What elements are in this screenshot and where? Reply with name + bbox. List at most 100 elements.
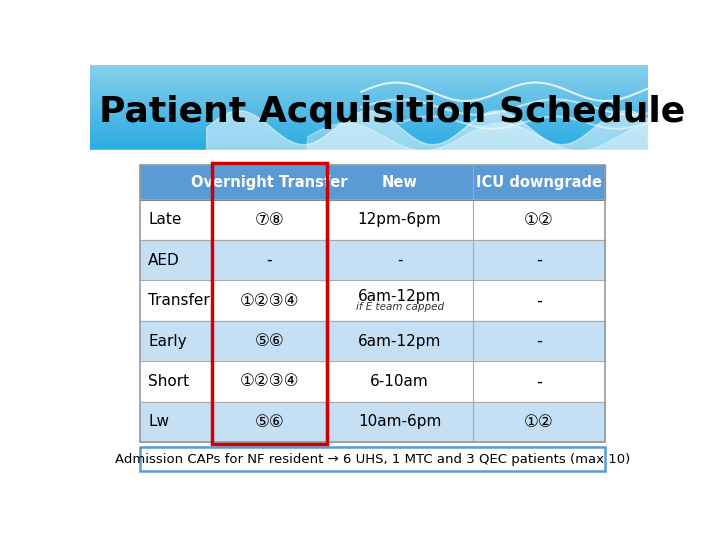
Bar <box>212 321 326 361</box>
Bar <box>90 138 648 140</box>
Bar <box>326 361 473 402</box>
Text: 12pm-6pm: 12pm-6pm <box>358 212 441 227</box>
Bar <box>326 402 473 442</box>
Bar <box>90 103 648 105</box>
Bar <box>90 122 648 123</box>
Bar <box>212 165 326 200</box>
Bar <box>90 75 648 76</box>
Bar <box>90 71 648 73</box>
Bar <box>90 69 648 71</box>
Bar <box>90 110 648 112</box>
Bar <box>473 240 606 280</box>
Text: -: - <box>397 253 402 268</box>
Bar <box>90 111 648 113</box>
Bar <box>212 164 327 444</box>
Bar <box>473 321 606 361</box>
Text: ⑤⑥: ⑤⑥ <box>255 413 284 431</box>
Bar <box>90 144 648 146</box>
Text: -: - <box>536 373 542 390</box>
Bar <box>212 240 326 280</box>
Bar <box>90 70 648 72</box>
Bar <box>90 117 648 119</box>
Bar <box>90 123 648 125</box>
Text: ①②: ①② <box>524 413 554 431</box>
Bar <box>90 134 648 136</box>
Text: -: - <box>536 332 542 350</box>
Bar <box>326 280 473 321</box>
Bar <box>90 120 648 122</box>
Bar <box>90 82 648 83</box>
Bar <box>90 113 648 114</box>
Bar <box>90 79 648 80</box>
Bar <box>140 165 212 200</box>
Text: 10am-6pm: 10am-6pm <box>358 414 441 429</box>
Bar <box>90 93 648 94</box>
Text: ICU downgrade: ICU downgrade <box>476 175 602 190</box>
Bar <box>90 66 648 68</box>
Bar <box>212 402 326 442</box>
Bar <box>90 131 648 133</box>
Bar <box>90 143 648 145</box>
Text: Admission CAPs for NF resident → 6 UHS, 1 MTC and 3 QEC patients (max 10): Admission CAPs for NF resident → 6 UHS, … <box>115 453 631 465</box>
Bar <box>326 321 473 361</box>
Bar <box>90 64 648 66</box>
Text: New: New <box>382 175 418 190</box>
Text: Transfer: Transfer <box>148 293 210 308</box>
Text: Patient Acquisition Schedule: Patient Acquisition Schedule <box>99 94 685 129</box>
Bar <box>90 100 648 102</box>
Bar <box>140 280 212 321</box>
Text: ⑦⑧: ⑦⑧ <box>255 211 284 229</box>
Bar <box>140 361 212 402</box>
Text: 6-10am: 6-10am <box>370 374 429 389</box>
Bar <box>140 402 212 442</box>
Bar <box>326 240 473 280</box>
Bar <box>90 136 648 138</box>
Text: ①②③④: ①②③④ <box>240 292 300 309</box>
Bar <box>90 97 648 99</box>
Bar <box>90 116 648 118</box>
Bar <box>140 448 606 470</box>
Bar <box>90 119 648 120</box>
Text: Lw: Lw <box>148 414 169 429</box>
Bar <box>90 124 648 126</box>
Bar <box>212 361 326 402</box>
Bar <box>90 137 648 139</box>
Text: -: - <box>536 251 542 269</box>
Text: AED: AED <box>148 253 180 268</box>
Bar <box>140 200 212 240</box>
Bar <box>90 91 648 93</box>
Bar <box>90 130 648 132</box>
Bar <box>90 99 648 100</box>
Bar <box>473 280 606 321</box>
Text: Early: Early <box>148 334 186 348</box>
Text: Short: Short <box>148 374 189 389</box>
Bar <box>90 94 648 96</box>
Bar <box>90 83 648 85</box>
Bar <box>90 77 648 79</box>
Bar <box>90 106 648 107</box>
Bar <box>326 165 473 200</box>
Text: Late: Late <box>148 212 181 227</box>
Bar <box>90 104 648 106</box>
Text: -: - <box>536 292 542 309</box>
Bar <box>90 76 648 78</box>
Bar <box>90 109 648 110</box>
Text: ⑤⑥: ⑤⑥ <box>255 332 284 350</box>
Bar <box>90 102 648 103</box>
Bar <box>140 321 212 361</box>
Bar <box>90 89 648 90</box>
Bar <box>90 140 648 141</box>
Bar <box>90 86 648 87</box>
Bar <box>90 148 648 150</box>
Bar <box>326 200 473 240</box>
Text: ①②③④: ①②③④ <box>240 373 300 390</box>
Bar <box>90 73 648 75</box>
Bar <box>212 200 326 240</box>
Bar <box>473 361 606 402</box>
Bar <box>90 96 648 98</box>
Bar <box>473 200 606 240</box>
Text: if E team capped: if E team capped <box>356 302 444 312</box>
Text: Overnight Transfer: Overnight Transfer <box>192 175 348 190</box>
Bar <box>90 147 648 149</box>
Bar <box>473 165 606 200</box>
